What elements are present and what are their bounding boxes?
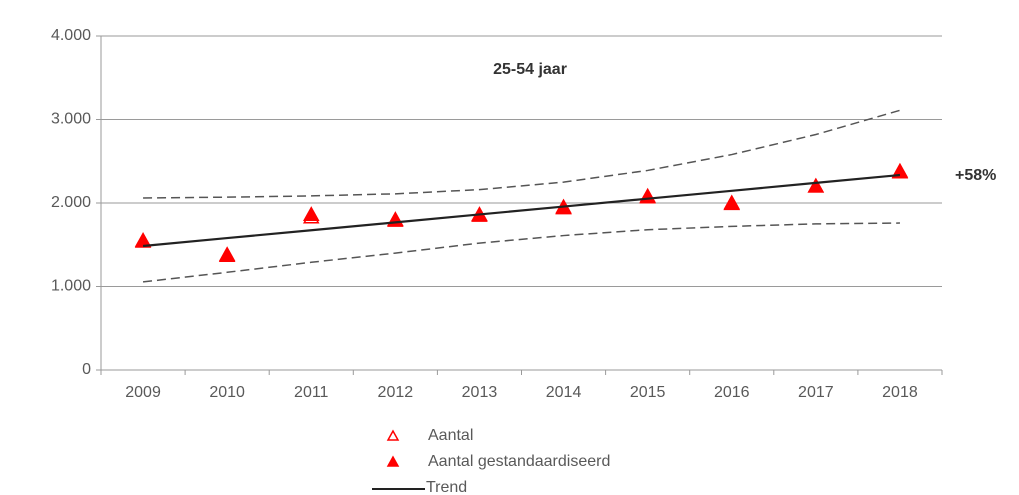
y-tick-label: 2.000 [51, 194, 91, 211]
x-tick-label: 2015 [630, 384, 666, 401]
x-tick-label: 2012 [378, 384, 414, 401]
legend-label: Aantal gestandaardiseerd [428, 453, 610, 470]
triangle-marker [807, 177, 825, 193]
triangle-marker [302, 206, 320, 222]
x-tick-label: 2018 [882, 384, 918, 401]
x-tick-label: 2011 [294, 384, 329, 401]
x-tick-label: 2013 [462, 384, 498, 401]
x-tick-label: 2010 [209, 384, 245, 401]
y-tick-label: 3.000 [51, 111, 91, 128]
y-tick-label: 1.000 [51, 278, 91, 295]
triangle-marker [218, 246, 236, 262]
x-tick-label: 2016 [714, 384, 750, 401]
triangle-marker [134, 232, 152, 247]
x-tick-label: 2017 [798, 384, 834, 401]
trend-line [142, 173, 901, 248]
legend-label: Aantal [428, 427, 473, 444]
x-tick-label: 2014 [546, 384, 582, 401]
legend-label: Trend [426, 479, 467, 495]
confidence-line [142, 222, 900, 283]
x-tick-label: 2009 [125, 384, 161, 401]
annotation: +58% [955, 167, 996, 184]
confidence-line [143, 109, 901, 199]
legend-marker [386, 429, 400, 441]
subtitle: 25-54 jaar [493, 61, 567, 78]
triangle-marker [891, 162, 909, 178]
triangle-marker [723, 194, 741, 210]
y-tick-label: 4.000 [51, 27, 91, 44]
legend-marker [386, 455, 400, 467]
y-tick-label: 0 [82, 361, 91, 378]
